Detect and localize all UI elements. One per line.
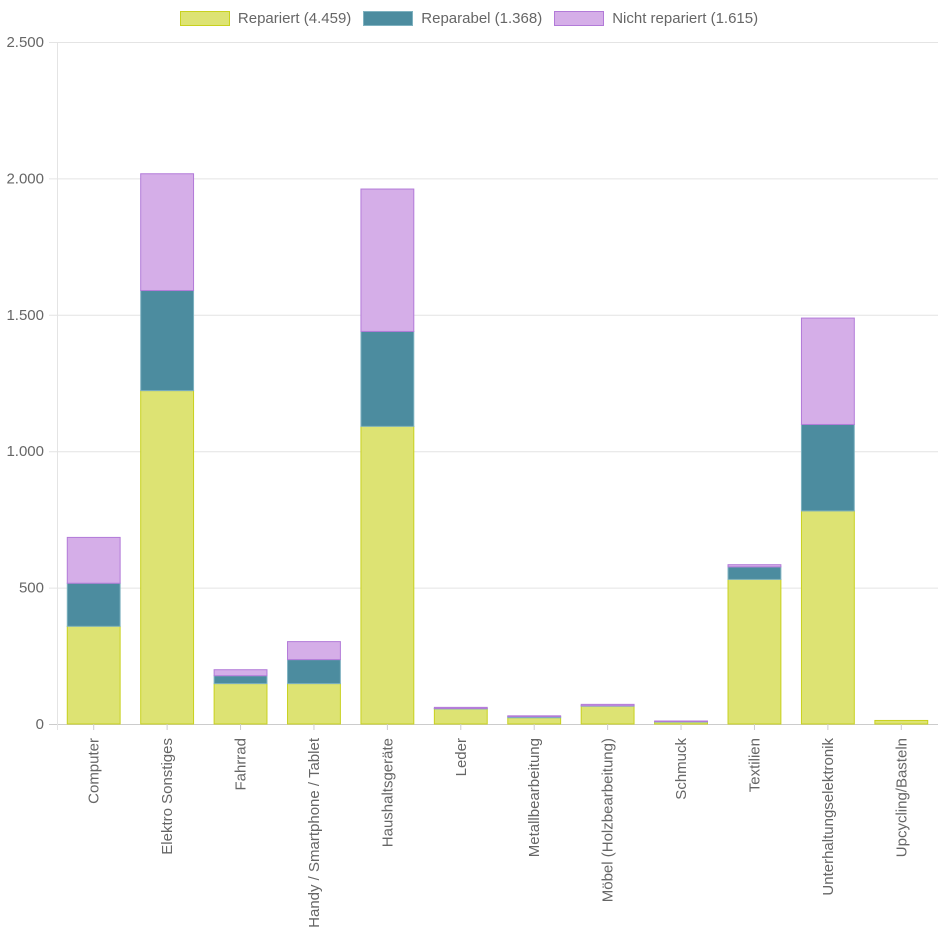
bar-repariert bbox=[507, 717, 562, 725]
bar-nicht-repariert bbox=[800, 317, 855, 425]
bar-nicht-repariert bbox=[433, 706, 488, 709]
y-tick-label: 2.000 bbox=[6, 170, 44, 187]
bar-nicht-repariert bbox=[654, 720, 708, 723]
legend-swatch bbox=[554, 11, 605, 26]
bar-repariert bbox=[66, 625, 121, 725]
bar-repariert bbox=[727, 578, 782, 725]
y-tick-label: 2.500 bbox=[6, 34, 44, 51]
legend-label: Reparabel (1.368) bbox=[421, 10, 543, 27]
x-tick-label: Haushaltsgeräte bbox=[379, 738, 396, 847]
y-tick-label: 1.500 bbox=[6, 307, 44, 324]
x-tick-label: Schmuck bbox=[673, 738, 690, 800]
x-tick-label: Unterhaltungselektronik bbox=[820, 738, 837, 896]
bar-reparabel bbox=[213, 675, 268, 685]
legend-item-repariert[interactable]: Repariert (4.459) bbox=[179, 10, 352, 27]
x-tick-label: Fahrrad bbox=[233, 738, 250, 791]
bar-nicht-repariert bbox=[66, 536, 121, 584]
bar-reparabel bbox=[800, 423, 855, 512]
bar-reparabel bbox=[140, 290, 195, 392]
bar-repariert bbox=[800, 510, 855, 725]
bar-repariert bbox=[213, 683, 268, 725]
legend-swatch bbox=[363, 11, 414, 26]
bar-nicht-repariert bbox=[727, 564, 782, 568]
legend-item-nicht-repariert[interactable]: Nicht repariert (1.615) bbox=[554, 10, 758, 27]
bar-repariert bbox=[360, 425, 415, 725]
bar-repariert bbox=[287, 683, 341, 725]
legend-item-reparabel[interactable]: Reparabel (1.368) bbox=[363, 10, 542, 27]
bar-nicht-repariert bbox=[140, 173, 195, 292]
y-tick-label: 500 bbox=[19, 580, 44, 597]
bar-repariert bbox=[433, 708, 488, 725]
bar-nicht-repariert bbox=[213, 669, 268, 677]
bar-nicht-repariert bbox=[507, 715, 562, 718]
x-tick-label: Metallbearbeitung bbox=[526, 738, 543, 857]
y-tick-label: 0 bbox=[36, 716, 44, 733]
x-tick-label: Upcycling/Basteln bbox=[893, 738, 910, 857]
bar-reparabel bbox=[287, 659, 341, 685]
x-tick-label: Handy / Smartphone / Tablet bbox=[306, 737, 323, 928]
bar-nicht-repariert bbox=[287, 641, 341, 661]
bar-repariert bbox=[580, 705, 635, 725]
legend-label: Nicht repariert (1.615) bbox=[612, 10, 759, 27]
legend-label: Repariert (4.459) bbox=[237, 10, 352, 27]
x-tick-label: Elektro Sonstiges bbox=[159, 738, 176, 855]
x-tick-label: Textilien bbox=[746, 738, 763, 792]
x-tick-label: Leder bbox=[453, 738, 470, 776]
x-tick-label: Möbel (Holzbearbeitung) bbox=[600, 738, 617, 902]
legend-swatch bbox=[179, 11, 230, 26]
chart-legend: Repariert (4.459) Reparabel (1.368) Nicht … bbox=[0, 10, 938, 27]
bar-reparabel bbox=[66, 582, 121, 627]
bar-reparabel bbox=[360, 330, 415, 427]
bar-nicht-repariert bbox=[360, 188, 415, 332]
bar-nicht-repariert bbox=[580, 703, 635, 707]
x-tick-label: Computer bbox=[86, 738, 103, 804]
y-tick-label: 1.000 bbox=[6, 443, 44, 460]
bar-reparabel bbox=[727, 566, 782, 580]
bar-repariert bbox=[140, 390, 195, 725]
bar-repariert bbox=[874, 719, 929, 725]
